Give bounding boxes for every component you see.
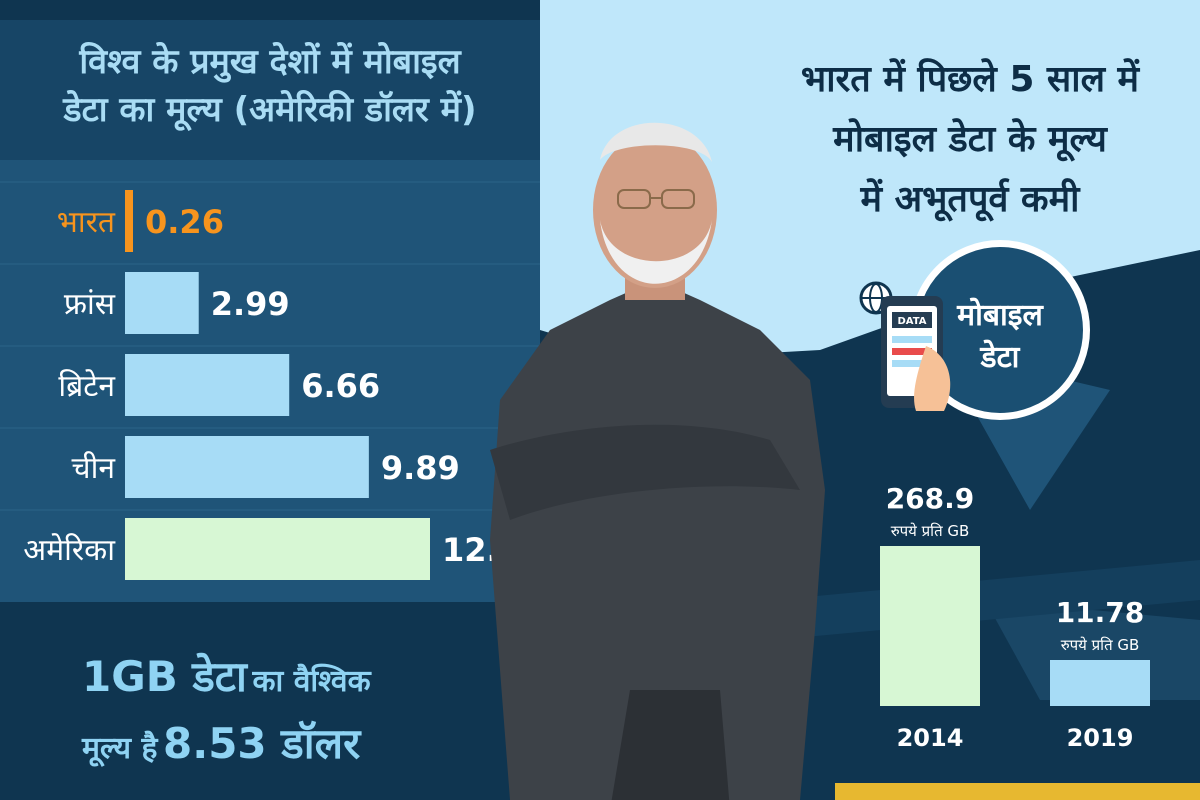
hair-shape [600, 122, 712, 162]
badge-line2: डेटा [980, 340, 1020, 375]
global-note-part1: 1GB डेटा [82, 652, 247, 701]
country-bar [125, 272, 199, 334]
jacket-shape [490, 280, 825, 800]
phone-bar-3 [892, 360, 932, 367]
country-value-label: 6.66 [301, 367, 380, 405]
country-value-label: 9.89 [381, 449, 460, 487]
year-category-label: 2014 [897, 724, 964, 752]
face-shape [593, 132, 717, 288]
country-bar [125, 354, 290, 416]
country-label: अमेरिका [23, 533, 116, 568]
global-note-part3: मूल्य है [82, 731, 158, 766]
country-bar [125, 190, 133, 252]
india-decline-title-line2: मोबाइल डेटा के मूल्य [833, 119, 1107, 160]
global-note-part2: का वैश्विक [252, 664, 371, 699]
phone-data-label: DATA [897, 316, 926, 327]
beard-shape [600, 220, 712, 284]
country-chart-title-line2: डेटा का मूल्य (अमेरिकी डॉलर में) [63, 90, 477, 130]
country-label: ब्रिटेन [58, 369, 116, 404]
badge-line1: मोबाइल [957, 298, 1043, 333]
year-bar [1050, 660, 1150, 706]
country-label: भारत [57, 205, 116, 240]
year-unit-label: रुपये प्रति GB [1061, 636, 1140, 654]
year-value-label: 268.9 [886, 482, 975, 515]
trousers-shape [611, 690, 730, 800]
country-bar-chart: भारत 0.26 फ्रांस 2.99 ब्रिटेन 6.66 चीन 9.89 अमेर… [0, 181, 540, 580]
india-decline-title: भारत में पिछले 5 साल में मोबाइल डेटा के … [740, 50, 1200, 230]
global-note-part4: 8.53 डॉलर [163, 719, 361, 768]
hand-shape [914, 346, 951, 411]
country-label: चीन [72, 451, 117, 486]
year-unit-label: रुपये प्रति GB [891, 522, 970, 540]
country-bar [125, 518, 430, 580]
country-value-label: 2.99 [211, 285, 290, 323]
global-price-note: 1GB डेटा का वैश्विक मूल्य है 8.53 डॉलर [82, 648, 502, 782]
year-bar-chart: 268.9 रुपये प्रति GB 2014 11.78 रुपये प्रति … [880, 482, 1150, 752]
india-decline-title-line3: में अभूतपूर्व कमी [860, 179, 1080, 220]
person-illustration [490, 122, 825, 800]
year-bar [880, 546, 980, 706]
year-value-label: 11.78 [1056, 596, 1145, 629]
country-label: फ्रांस [64, 287, 116, 322]
india-decline-title-line1: भारत में पिछले 5 साल में [800, 59, 1140, 100]
country-chart-title-line1: विश्व के प्रमुख देशों में मोबाइल [79, 42, 461, 82]
phone-bar-2 [892, 348, 932, 355]
country-bar [125, 436, 369, 498]
country-value-label: 0.26 [145, 203, 224, 241]
gold-footer-strip [835, 783, 1200, 800]
phone-bar-1 [892, 336, 932, 343]
phone-data-label-bg [892, 312, 932, 328]
country-chart-title: विश्व के प्रमुख देशों में मोबाइल डेटा का… [20, 38, 520, 134]
country-chart-title-box [0, 20, 540, 160]
phone-data-icon: DATA [859, 281, 951, 411]
year-category-label: 2019 [1067, 724, 1134, 752]
mobile-data-badge-text: मोबाइल डेटा [917, 295, 1083, 379]
crossed-arms-shape [490, 424, 800, 520]
